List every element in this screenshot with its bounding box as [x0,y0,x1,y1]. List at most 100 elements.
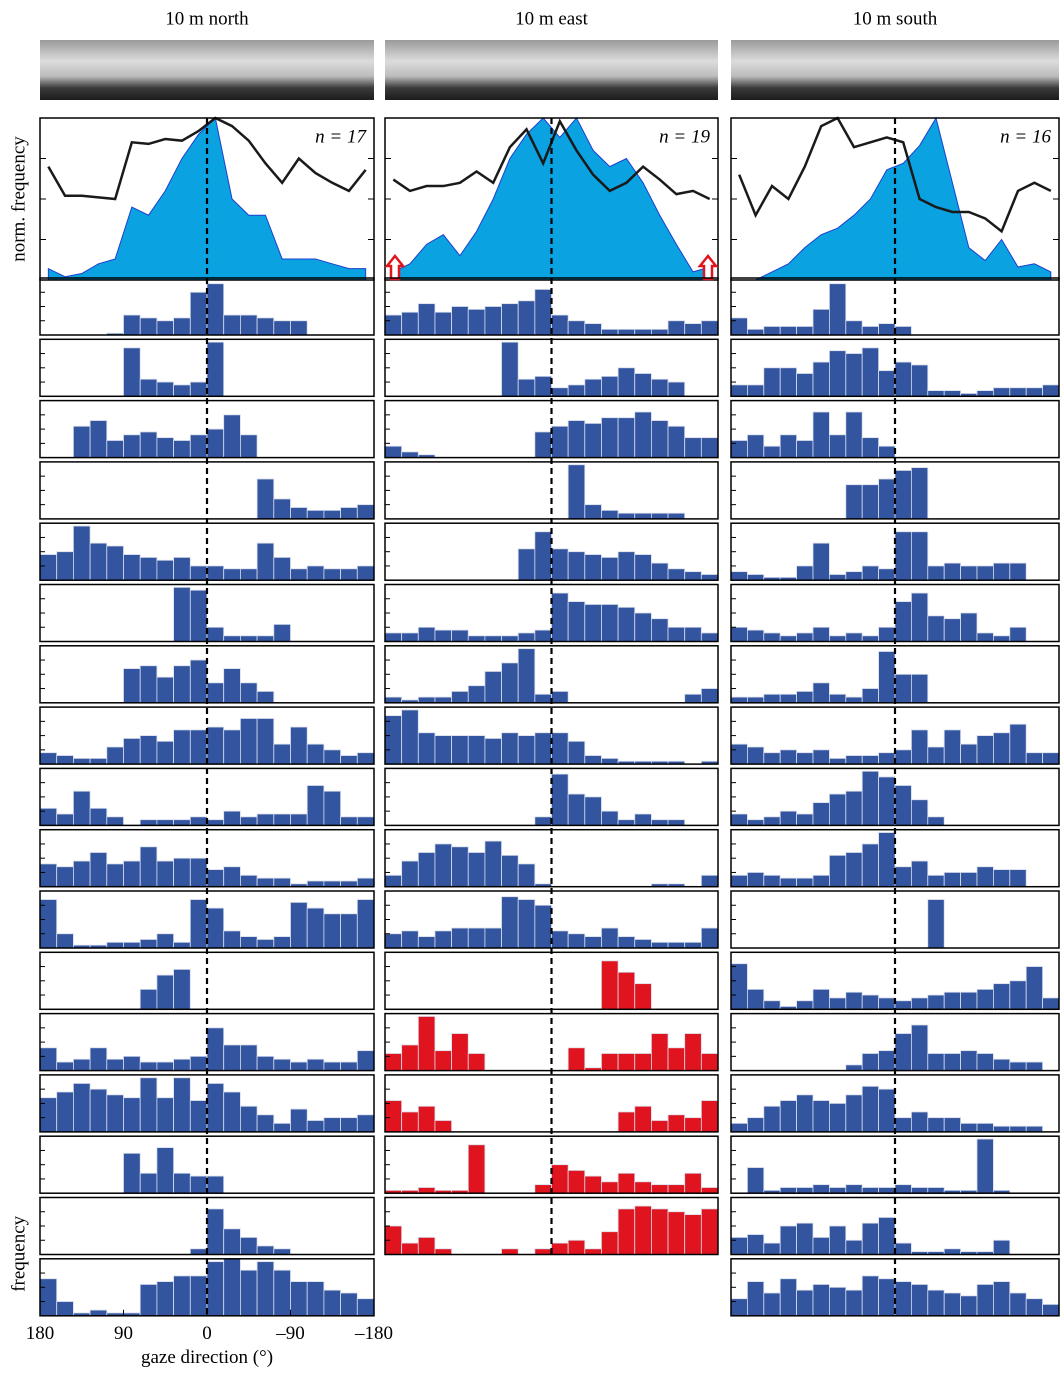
bar [601,1053,619,1072]
bar [812,874,830,888]
bar [779,693,798,704]
bar [73,860,91,888]
bar [356,752,375,765]
bar [730,571,748,581]
bar [189,434,208,458]
bar [1042,997,1060,1010]
bar [323,568,341,581]
bar [911,997,929,1010]
bar [684,626,702,642]
bar [651,1184,669,1194]
bar [156,559,174,581]
bar [943,390,962,397]
bar [829,1286,847,1317]
bar [256,939,275,949]
bar [189,659,208,704]
bar [747,988,765,1010]
bar [401,1044,419,1071]
bar [189,816,208,826]
bar [173,384,191,397]
bar [601,417,619,459]
bar [894,785,912,826]
bar [796,326,814,336]
bar [700,688,719,704]
bar [878,445,896,459]
bar [993,869,1011,888]
bar [747,872,765,888]
bar [484,927,502,949]
bar [796,1187,814,1194]
bar [1009,387,1027,397]
bar [684,1172,702,1194]
bar [943,1053,962,1072]
bar [763,367,781,397]
bar [1025,1125,1043,1133]
bar [667,1184,686,1194]
bar [401,311,419,336]
bar [960,1295,978,1317]
bar [206,869,225,888]
bar [451,306,469,336]
bar [340,568,358,581]
bar [700,320,719,336]
bar [306,785,325,826]
bar [651,378,669,397]
bar [273,1269,291,1317]
bar [551,930,569,949]
bar [861,1187,880,1194]
bar [894,1184,912,1194]
bar [223,568,241,581]
bar [567,464,586,520]
bar [812,361,830,397]
bar [861,1275,880,1317]
bar [993,562,1011,581]
bar [845,632,863,642]
bar [861,437,880,458]
bar [747,574,765,581]
bar [89,807,108,826]
bar [173,819,191,826]
bar [601,509,619,520]
bar [684,693,702,704]
panorama-image [731,40,1059,100]
bar [139,1077,158,1133]
bar [401,860,419,888]
bar [89,758,108,765]
bar [189,1248,208,1255]
bar [812,1237,830,1255]
bar [634,373,652,397]
bar [1025,752,1043,765]
bar [601,557,619,581]
panorama-image [40,40,374,100]
bar [911,467,929,520]
bar [156,1097,174,1133]
bar [189,899,208,949]
bar [927,994,945,1010]
bar [779,1278,798,1317]
bar [567,384,586,397]
bar [943,991,962,1010]
bar [601,328,619,336]
bar [747,746,765,765]
bar [878,568,896,581]
bar [796,877,814,888]
bar [684,323,702,336]
bar [451,629,469,642]
bar [306,565,325,581]
bar [156,381,174,397]
bar [256,1055,275,1071]
bar [779,1100,798,1133]
bar [223,810,241,826]
bar [763,1242,781,1255]
bar [223,414,241,459]
bar [730,743,748,765]
bar [567,551,586,581]
bar [223,314,241,336]
bar [667,512,686,520]
bar [256,1114,275,1133]
bar [1042,752,1060,765]
bar [960,1122,978,1133]
bar [501,896,519,949]
bar [911,1024,929,1071]
